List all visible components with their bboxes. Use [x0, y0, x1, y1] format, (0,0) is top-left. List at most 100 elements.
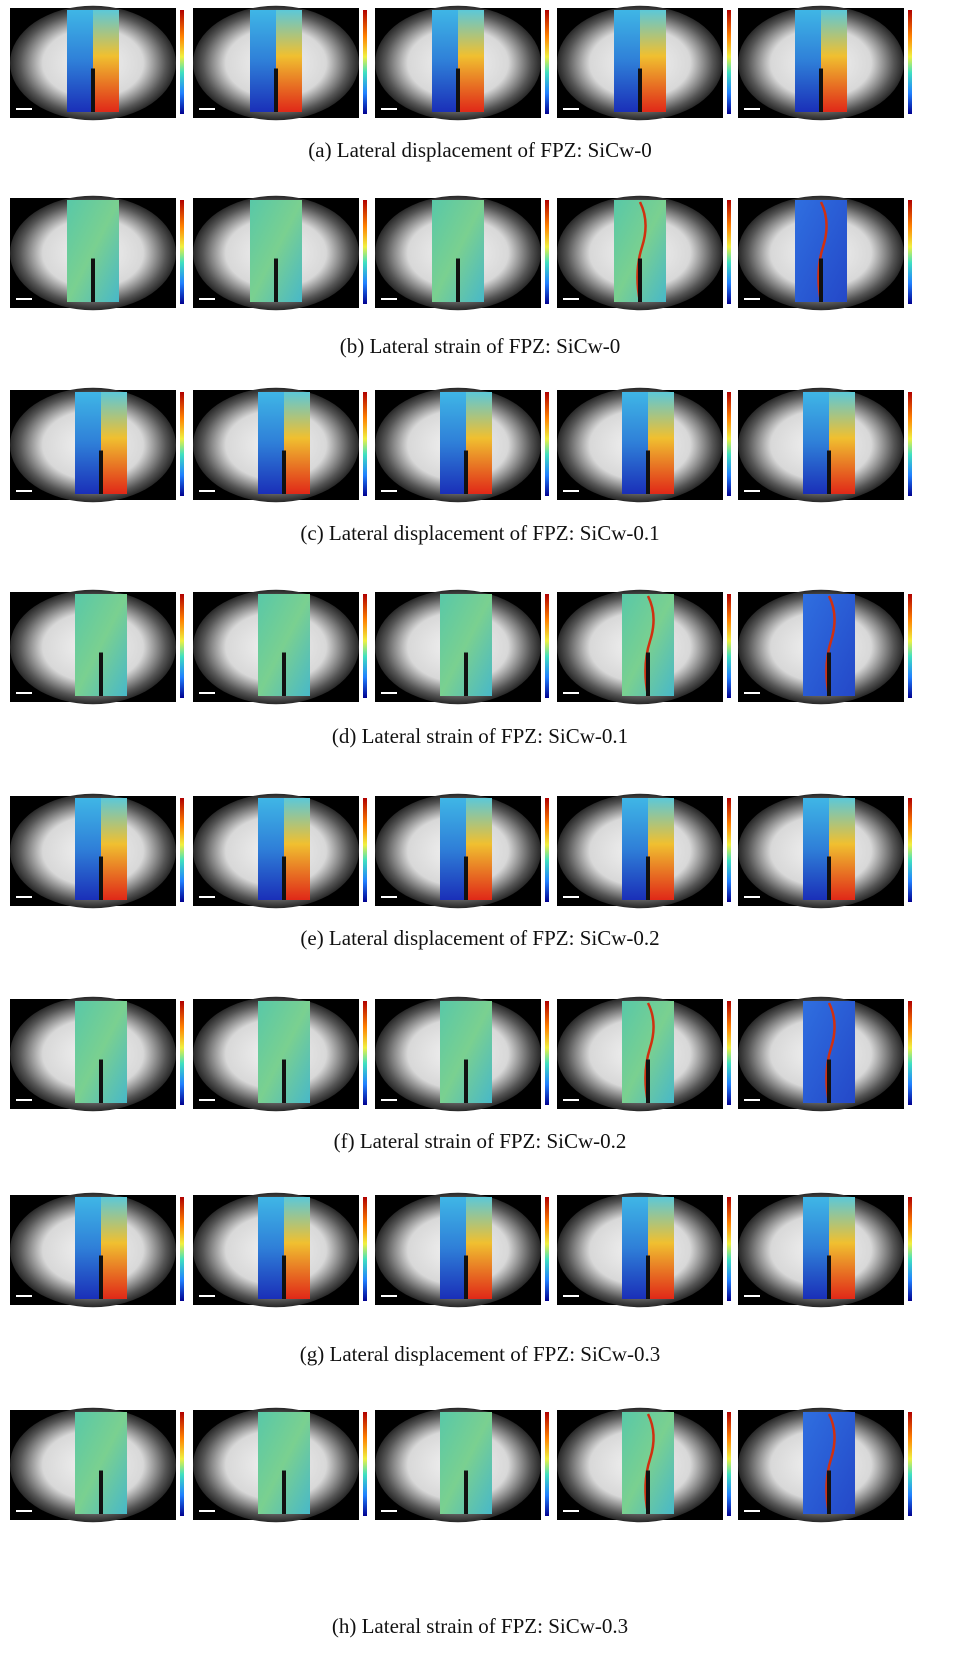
notch — [99, 857, 103, 901]
specimen-left — [75, 392, 101, 494]
specimen-right — [821, 10, 847, 112]
scale-bar — [16, 896, 32, 898]
notch — [282, 857, 286, 901]
panel — [375, 997, 549, 1111]
specimen-right — [284, 1197, 310, 1299]
colorbar — [545, 1412, 549, 1516]
scale-bar — [381, 1510, 397, 1512]
colorbar — [727, 798, 731, 902]
panel — [738, 997, 912, 1111]
colorbar — [727, 10, 731, 114]
specimen-left — [432, 10, 458, 112]
scale-bar — [199, 1099, 215, 1101]
specimen-left — [803, 392, 829, 494]
specimen-right — [829, 1197, 855, 1299]
caption: (g) Lateral displacement of FPZ: SiCw-0.… — [300, 1342, 660, 1366]
colorbar — [908, 594, 912, 698]
notch — [99, 451, 103, 495]
colorbar — [363, 594, 367, 698]
scale-bar — [563, 1510, 579, 1512]
colorbar — [908, 798, 912, 902]
colorbar — [545, 200, 549, 304]
colorbar — [363, 200, 367, 304]
panel — [557, 1193, 731, 1307]
page: (a) Lateral displacement of FPZ: SiCw-0(… — [0, 0, 961, 1661]
colorbar — [180, 798, 184, 902]
colorbar — [908, 200, 912, 304]
scale-bar — [563, 108, 579, 110]
colorbar — [363, 392, 367, 496]
specimen-right — [284, 392, 310, 494]
panel — [10, 388, 184, 502]
panel — [193, 794, 367, 908]
notch — [99, 1060, 103, 1104]
caption: (c) Lateral displacement of FPZ: SiCw-0.… — [300, 521, 659, 545]
notch — [827, 1471, 831, 1515]
colorbar — [908, 1412, 912, 1516]
notch — [282, 451, 286, 495]
specimen-right — [829, 798, 855, 900]
scale-bar — [16, 490, 32, 492]
specimen-left — [803, 1197, 829, 1299]
notch — [646, 857, 650, 901]
scale-bar — [381, 490, 397, 492]
panel — [738, 196, 912, 310]
colorbar — [180, 392, 184, 496]
specimen-left — [258, 392, 284, 494]
scale-bar — [381, 1295, 397, 1297]
notch — [91, 69, 95, 113]
notch — [827, 451, 831, 495]
notch — [274, 69, 278, 113]
notch — [274, 259, 278, 303]
scale-bar — [199, 1295, 215, 1297]
specimen-right — [648, 798, 674, 900]
notch — [819, 69, 823, 113]
notch — [638, 69, 642, 113]
specimen-left — [75, 798, 101, 900]
colorbar — [727, 200, 731, 304]
panel — [557, 997, 731, 1111]
notch — [91, 259, 95, 303]
colorbar — [908, 1197, 912, 1301]
scale-bar — [744, 692, 760, 694]
colorbar — [545, 594, 549, 698]
scale-bar — [563, 692, 579, 694]
colorbar — [180, 594, 184, 698]
panel — [10, 6, 184, 120]
panel — [738, 590, 912, 704]
panel — [193, 388, 367, 502]
specimen-left — [258, 1197, 284, 1299]
specimen-left — [75, 1197, 101, 1299]
colorbar — [180, 10, 184, 114]
scale-bar — [199, 1510, 215, 1512]
panel — [557, 196, 731, 310]
colorbar — [180, 200, 184, 304]
scale-bar — [199, 298, 215, 300]
notch — [464, 857, 468, 901]
specimen-right — [466, 798, 492, 900]
panel — [738, 794, 912, 908]
panel — [10, 794, 184, 908]
scale-bar — [744, 1295, 760, 1297]
caption: (b) Lateral strain of FPZ: SiCw-0 — [340, 334, 621, 358]
notch — [282, 1060, 286, 1104]
panel — [557, 388, 731, 502]
specimen-right — [101, 798, 127, 900]
notch — [827, 1256, 831, 1300]
panel — [738, 1193, 912, 1307]
scale-bar — [16, 1510, 32, 1512]
colorbar — [363, 1197, 367, 1301]
scale-bar — [563, 896, 579, 898]
caption: (d) Lateral strain of FPZ: SiCw-0.1 — [332, 724, 628, 748]
notch — [456, 259, 460, 303]
colorbar — [180, 1197, 184, 1301]
panel — [375, 1408, 549, 1522]
scale-bar — [16, 298, 32, 300]
scale-bar — [744, 298, 760, 300]
caption: (f) Lateral strain of FPZ: SiCw-0.2 — [334, 1129, 627, 1153]
panel — [10, 997, 184, 1111]
notch — [638, 259, 642, 303]
panel — [10, 1408, 184, 1522]
scale-bar — [744, 896, 760, 898]
colorbar — [180, 1412, 184, 1516]
